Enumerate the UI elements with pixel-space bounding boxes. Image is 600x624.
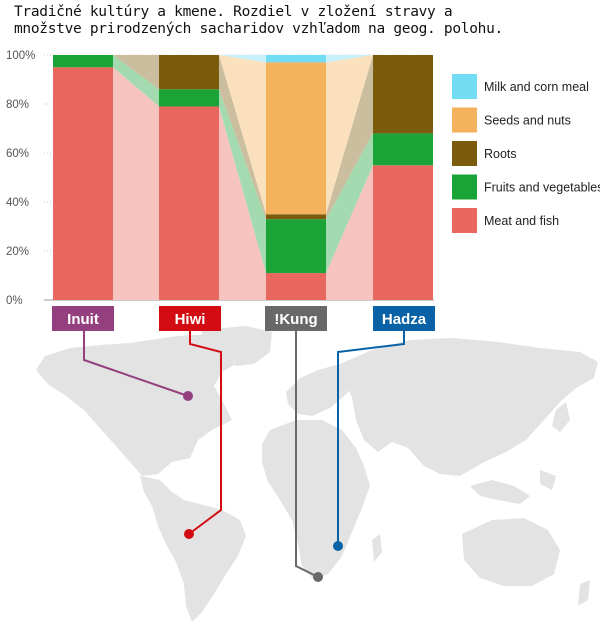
y-tick-label: 80% bbox=[6, 99, 29, 111]
leader-line bbox=[188, 331, 222, 535]
population-labels: Inuit Hiwi !Kung Hadza bbox=[52, 306, 435, 331]
y-tick-labels: 0% 20% 40% 60% 80% 100% bbox=[6, 50, 35, 307]
legend: Milk and corn meal Seeds and nuts Roots Fru… bbox=[452, 74, 600, 233]
population-label: !Kung bbox=[274, 311, 317, 328]
y-tick-label: 40% bbox=[6, 197, 29, 209]
chart-title: Tradičné kultúry a kmene. Rozdiel v zlož… bbox=[14, 4, 503, 37]
connector-meat-and-fish bbox=[219, 106, 266, 300]
bar-segment-kung-meat-and-fish bbox=[266, 273, 326, 300]
bar-segment-kung-seeds-and-nuts bbox=[266, 62, 326, 215]
connector-seeds-and-nuts bbox=[219, 55, 266, 215]
connector-milk-and-corn-meal bbox=[219, 55, 266, 63]
leader-lines bbox=[83, 331, 405, 582]
connector-fruits-and-vegetables bbox=[326, 133, 373, 274]
population-label-box bbox=[373, 306, 435, 331]
population-label-box bbox=[52, 306, 114, 331]
bar-segment-inuit-fruits-and-vegetables bbox=[53, 55, 113, 68]
connector-milk-and-corn-meal bbox=[326, 55, 373, 63]
connector-roots bbox=[219, 55, 266, 220]
legend-label: Fruits and vegetables bbox=[484, 181, 600, 195]
location-marker bbox=[184, 529, 194, 539]
leader-line bbox=[337, 331, 405, 546]
legend-swatch bbox=[452, 141, 477, 166]
legend-swatch bbox=[452, 107, 477, 133]
bar-segment-hadza-roots bbox=[373, 55, 433, 134]
legend-label: Meat and fish bbox=[484, 214, 559, 228]
location-marker bbox=[333, 541, 343, 551]
connector-meat-and-fish bbox=[113, 67, 159, 300]
bar-segment-hadza-fruits-and-vegetables bbox=[373, 133, 433, 166]
connector-fruits-and-vegetables bbox=[219, 89, 266, 274]
connector-roots bbox=[113, 55, 159, 90]
legend-swatch bbox=[452, 208, 477, 233]
bar-segment-hiwi-fruits-and-vegetables bbox=[159, 89, 219, 107]
y-tick-label: 60% bbox=[6, 148, 29, 160]
bar-segment-kung-roots bbox=[266, 214, 326, 220]
population-label: Hadza bbox=[382, 311, 427, 328]
legend-label: Seeds and nuts bbox=[484, 114, 571, 128]
y-tick-label: 0% bbox=[6, 295, 23, 307]
leader-line bbox=[295, 331, 319, 578]
population-label: Hiwi bbox=[175, 311, 206, 328]
location-marker bbox=[313, 572, 323, 582]
leader-line bbox=[83, 331, 189, 397]
legend-label: Roots bbox=[484, 147, 517, 161]
legend-swatch bbox=[452, 74, 477, 99]
bar-segment-kung-fruits-and-vegetables bbox=[266, 219, 326, 274]
connector-fruits-and-vegetables bbox=[113, 55, 159, 107]
legend-swatch bbox=[452, 174, 477, 200]
bars bbox=[53, 55, 433, 300]
bar-segment-hiwi-meat-and-fish bbox=[159, 106, 219, 300]
location-marker bbox=[183, 391, 193, 401]
connector-meat-and-fish bbox=[326, 165, 373, 300]
population-label: Inuit bbox=[67, 311, 99, 328]
bar-segment-hadza-meat-and-fish bbox=[373, 165, 433, 300]
world-map bbox=[36, 326, 598, 622]
stack-connectors bbox=[113, 55, 373, 300]
bar-segment-kung-milk-and-corn-meal bbox=[266, 55, 326, 63]
bar-segment-inuit-meat-and-fish bbox=[53, 67, 113, 300]
population-label-box bbox=[265, 306, 327, 331]
y-tick-label: 100% bbox=[6, 50, 35, 62]
legend-label: Milk and corn meal bbox=[484, 80, 589, 94]
connector-seeds-and-nuts bbox=[326, 55, 373, 215]
bar-segment-hiwi-roots bbox=[159, 55, 219, 90]
population-label-box bbox=[159, 306, 221, 331]
connector-roots bbox=[326, 55, 373, 220]
y-tick-label: 20% bbox=[6, 246, 29, 258]
